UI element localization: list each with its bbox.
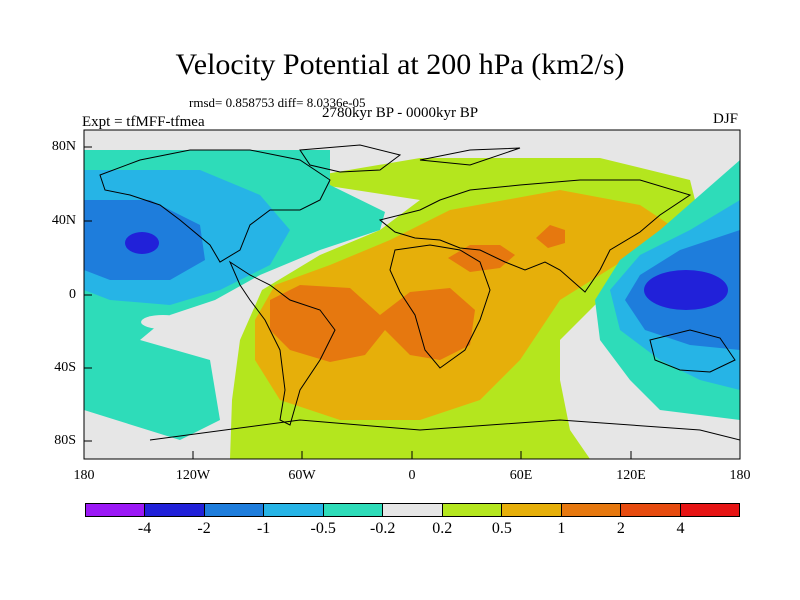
colorbar-swatch — [264, 504, 324, 516]
field-pos-1 — [448, 245, 515, 272]
lon-label: 0 — [408, 468, 416, 483]
colorbar-swatch — [502, 504, 562, 516]
colorbar-label: -1 — [256, 520, 271, 537]
lat-label: 40N — [51, 213, 76, 228]
colorbar-swatch — [680, 504, 739, 516]
colorbar-label: 2 — [616, 520, 625, 537]
map-title: Velocity Potential at 200 hPa (km2/s) — [175, 48, 625, 81]
colorbar-swatch — [621, 504, 681, 516]
colorbar-label: -2 — [197, 520, 211, 537]
period-label: 2780kyr BP - 0000kyr BP — [322, 105, 479, 121]
contour-field — [84, 130, 740, 459]
colorbar-label: -0.5 — [310, 520, 336, 537]
lon-label: 180 — [73, 468, 95, 483]
colorbar-swatch — [86, 504, 146, 516]
colorbar-swatch — [383, 504, 443, 516]
season-label: DJF — [712, 111, 738, 127]
field-neutral-patch — [141, 315, 185, 329]
colorbar-swatch — [561, 504, 622, 516]
colorbar-swatch — [442, 504, 503, 516]
coastlines — [99, 144, 740, 441]
colorbar-label: -0.2 — [370, 520, 396, 537]
colorbar-label: 1 — [557, 520, 566, 537]
colorbar — [85, 503, 740, 517]
lon-label: 120W — [175, 468, 211, 483]
field-pos-1 — [536, 225, 565, 248]
lat-label: 80S — [54, 433, 76, 448]
colorbar-label: -4 — [137, 520, 152, 537]
lat-label: 40S — [54, 360, 76, 375]
field-neg-2 — [125, 232, 159, 254]
lon-label: 60E — [509, 468, 533, 483]
colorbar-label: 4 — [676, 520, 685, 537]
experiment-label: Expt = tfMFF-tfmea — [82, 114, 205, 130]
colorbar-label: 0.5 — [491, 520, 512, 537]
colorbar-swatch — [204, 504, 265, 516]
field-pos-1 — [270, 285, 475, 362]
lat-label: 0 — [69, 287, 76, 302]
lat-label: 80N — [51, 139, 76, 154]
axis-ticks — [84, 146, 632, 459]
colorbar-label: 0.2 — [432, 520, 453, 537]
colorbar-swatch — [145, 504, 205, 516]
colorbar-swatch — [323, 504, 384, 516]
lon-label: 120E — [616, 468, 646, 483]
lon-label: 60W — [288, 468, 316, 483]
lon-label: 180 — [729, 468, 751, 483]
stats-label: rmsd= 0.858753 diff= 8.0336e-05 — [189, 95, 366, 110]
field-neg-2 — [644, 270, 728, 310]
